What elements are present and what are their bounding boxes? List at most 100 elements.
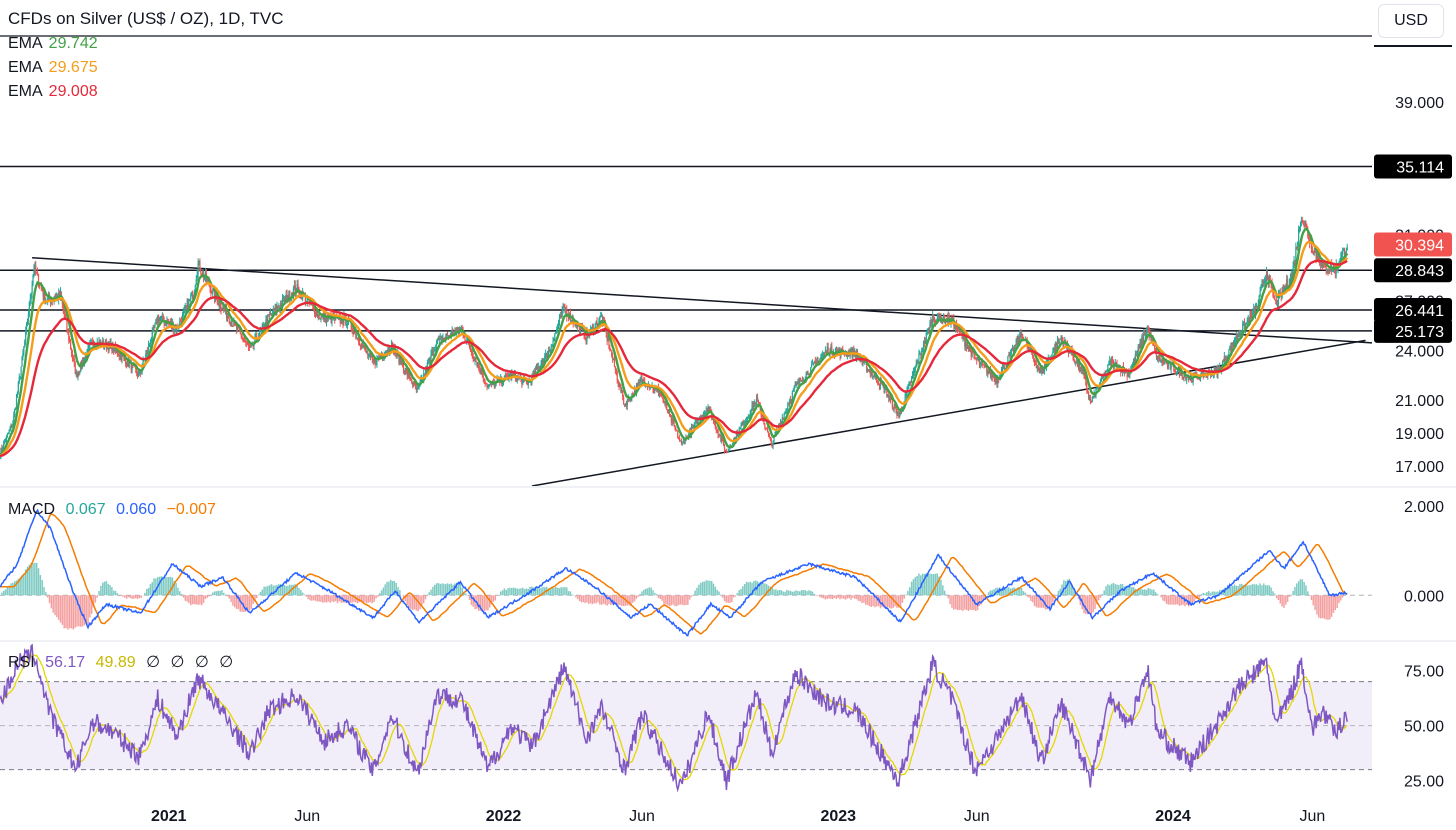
candle-body[interactable]: [962, 335, 964, 339]
candle-body[interactable]: [694, 422, 696, 424]
candle-body[interactable]: [1283, 289, 1285, 292]
candle-body[interactable]: [188, 299, 190, 310]
candle-body[interactable]: [148, 343, 151, 345]
candle-body[interactable]: [714, 421, 716, 428]
candle-body[interactable]: [989, 369, 992, 377]
candle-body[interactable]: [1135, 353, 1137, 356]
macd-line[interactable]: [0, 508, 1348, 637]
candle-body[interactable]: [246, 342, 248, 344]
candle-body[interactable]: [673, 421, 675, 426]
candle-body[interactable]: [505, 375, 507, 377]
candle-body[interactable]: [433, 351, 435, 356]
candle-body[interactable]: [544, 355, 546, 359]
candle-body[interactable]: [435, 348, 437, 350]
candle-body[interactable]: [712, 418, 715, 420]
candle-body[interactable]: [30, 293, 32, 300]
candle-body[interactable]: [42, 291, 44, 297]
candle-body[interactable]: [484, 381, 486, 384]
candle-body[interactable]: [649, 387, 651, 389]
candle-body[interactable]: [232, 326, 234, 327]
candle-body[interactable]: [638, 382, 640, 384]
candle-body[interactable]: [1248, 319, 1250, 324]
candle-body[interactable]: [750, 409, 752, 414]
candle-body[interactable]: [879, 380, 882, 387]
candle-body[interactable]: [896, 410, 898, 416]
candle-body[interactable]: [1044, 364, 1047, 368]
candle-body[interactable]: [469, 347, 472, 351]
candle-body[interactable]: [1115, 361, 1117, 364]
candle-body[interactable]: [1229, 346, 1231, 350]
candle-body[interactable]: [711, 411, 713, 420]
candle-body[interactable]: [428, 358, 430, 362]
candle-body[interactable]: [466, 339, 468, 341]
candle-body[interactable]: [1029, 346, 1031, 351]
price-level-tag-box[interactable]: [1374, 154, 1452, 179]
price-level-tag-box[interactable]: [1374, 258, 1452, 283]
candle-body[interactable]: [467, 339, 469, 341]
candle-body[interactable]: [414, 383, 417, 387]
candle-body[interactable]: [1010, 350, 1012, 356]
candle-body[interactable]: [539, 366, 541, 369]
candle-body[interactable]: [1001, 368, 1004, 371]
candle-body[interactable]: [1098, 387, 1100, 389]
candle-body[interactable]: [468, 343, 471, 348]
candle-body[interactable]: [398, 354, 400, 363]
candle-body[interactable]: [716, 430, 718, 431]
candle-body[interactable]: [501, 382, 504, 384]
candle-body[interactable]: [219, 301, 221, 308]
candle-body[interactable]: [876, 379, 878, 383]
candle-body[interactable]: [1047, 358, 1049, 363]
candle-body[interactable]: [1227, 355, 1229, 359]
candle-body[interactable]: [245, 341, 247, 343]
candle-body[interactable]: [1256, 305, 1258, 307]
candle-body[interactable]: [1236, 334, 1238, 338]
candle-body[interactable]: [242, 339, 244, 340]
candle-body[interactable]: [1145, 328, 1147, 335]
candle-body[interactable]: [616, 372, 618, 381]
candle-body[interactable]: [800, 378, 802, 382]
candle-body[interactable]: [643, 379, 645, 382]
candle-body[interactable]: [1264, 278, 1266, 284]
candle-body[interactable]: [969, 347, 971, 352]
candle-body[interactable]: [1244, 323, 1247, 330]
candle-body[interactable]: [354, 331, 356, 333]
candle-body[interactable]: [1278, 292, 1280, 295]
candle-body[interactable]: [214, 292, 217, 300]
candle-body[interactable]: [128, 362, 130, 367]
candle-body[interactable]: [1316, 254, 1318, 258]
candle-body[interactable]: [391, 342, 394, 344]
candle-body[interactable]: [28, 301, 30, 314]
candle-body[interactable]: [615, 369, 617, 373]
candle-body[interactable]: [506, 376, 508, 378]
candle-body[interactable]: [1305, 223, 1307, 226]
candle-body[interactable]: [954, 325, 956, 330]
candle-body[interactable]: [1320, 261, 1323, 267]
candle-body[interactable]: [77, 372, 79, 377]
candle-body[interactable]: [976, 358, 978, 361]
candle-body[interactable]: [1133, 359, 1136, 363]
candle-body[interactable]: [1038, 369, 1040, 371]
candle-body[interactable]: [1222, 361, 1225, 362]
candle-body[interactable]: [783, 413, 785, 420]
candle-body[interactable]: [563, 306, 565, 308]
candle-body[interactable]: [996, 377, 998, 384]
candle-body[interactable]: [457, 327, 459, 331]
candle-body[interactable]: [1188, 378, 1191, 380]
candle-body[interactable]: [606, 332, 608, 342]
candle-body[interactable]: [1037, 365, 1039, 370]
candle-body[interactable]: [934, 320, 937, 323]
candle-body[interactable]: [641, 378, 643, 382]
candle-body[interactable]: [1302, 220, 1304, 224]
candle-body[interactable]: [744, 422, 746, 426]
candle-body[interactable]: [637, 382, 639, 385]
candle-body[interactable]: [826, 347, 828, 353]
candle-body[interactable]: [477, 363, 479, 367]
candle-body[interactable]: [490, 383, 493, 386]
candle-body[interactable]: [283, 298, 285, 302]
candle-body[interactable]: [340, 317, 342, 323]
candle-body[interactable]: [745, 418, 748, 422]
candle-body[interactable]: [404, 368, 406, 372]
candle-body[interactable]: [436, 338, 439, 342]
candle-body[interactable]: [1285, 285, 1287, 289]
candle-body[interactable]: [276, 306, 278, 312]
